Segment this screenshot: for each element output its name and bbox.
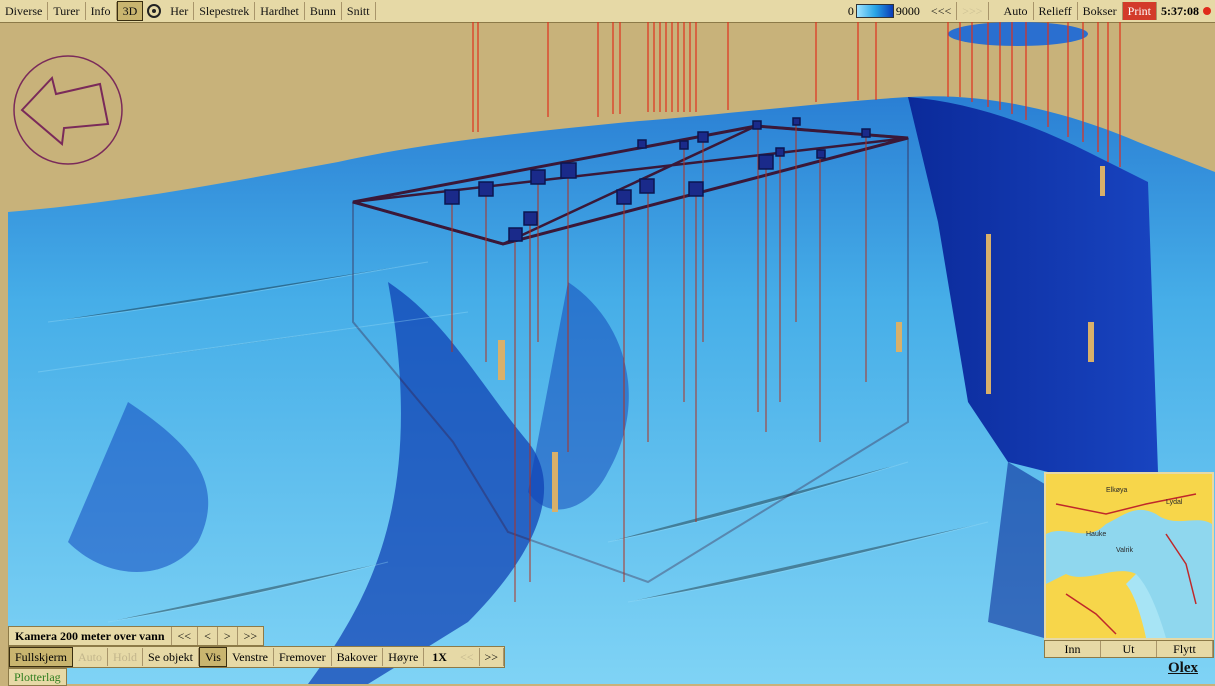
brand-logo: Olex xyxy=(1168,660,1198,676)
top-toolbar: Diverse Turer Info 3D Her Slepestrek Har… xyxy=(0,0,1215,23)
selection-box-bottom xyxy=(352,138,909,584)
menu-bunn[interactable]: Bunn xyxy=(305,2,342,20)
waypoint-marker xyxy=(444,189,460,205)
camera-label: Kamera 200 meter over vann xyxy=(15,628,165,643)
waypoint-marker xyxy=(752,120,762,130)
menu-info[interactable]: Info xyxy=(86,2,117,20)
waypoint-marker xyxy=(508,227,523,242)
waypoint-marker xyxy=(679,140,689,150)
waypoint-marker xyxy=(816,149,826,159)
fremover-button[interactable]: Fremover xyxy=(274,648,332,666)
bakover-button[interactable]: Bakover xyxy=(332,648,384,666)
venstre-button[interactable]: Venstre xyxy=(227,648,274,666)
waypoint-marker xyxy=(523,211,538,226)
overview-minimap[interactable]: Elkøya Lydal Hauke Valrik xyxy=(1044,472,1214,640)
waypoint-marker xyxy=(861,128,871,138)
menu-her[interactable]: Her xyxy=(165,2,195,20)
depth-pillar xyxy=(552,452,558,512)
seabed-shadow xyxy=(988,462,1058,642)
seabed-texture xyxy=(627,521,989,603)
depth-pillar xyxy=(896,322,902,352)
seabed-texture xyxy=(37,311,469,373)
waypoint-marker xyxy=(530,169,546,185)
history-back-button[interactable]: <<< xyxy=(926,2,958,20)
depth-pillar xyxy=(1100,166,1105,196)
depth-max: 9000 xyxy=(895,3,920,18)
se-objekt-button[interactable]: Se objekt xyxy=(143,648,200,666)
hoyre-button[interactable]: Høyre xyxy=(383,648,425,666)
waypoint-marker xyxy=(560,162,577,179)
auto-button-bottom[interactable]: Auto xyxy=(73,648,109,666)
seabed-shadow xyxy=(68,402,209,572)
camera-fast-back-button[interactable]: << xyxy=(170,627,198,645)
waypoint-marker xyxy=(758,154,774,170)
hold-button[interactable]: Hold xyxy=(108,648,144,666)
minimap-road xyxy=(1165,533,1197,605)
menu-3d[interactable]: 3D xyxy=(116,1,144,21)
minimap-road xyxy=(1055,493,1197,515)
waypoint-marker xyxy=(688,181,704,197)
print-button[interactable]: Print xyxy=(1122,2,1157,20)
menu-diverse[interactable]: Diverse xyxy=(0,2,49,20)
waypoint-marker xyxy=(697,131,709,143)
depth-pillar xyxy=(986,234,991,394)
toolbar-right: 0 9000 <<< >>> Auto Relieff Bokser Print… xyxy=(848,0,1215,22)
minimap-water xyxy=(1126,574,1166,638)
minimap-controls: Inn Ut Flytt xyxy=(1044,640,1214,658)
menu-slepestrek[interactable]: Slepestrek xyxy=(194,2,256,20)
waypoint-marker xyxy=(637,139,647,149)
minimap-place-label: Lydal xyxy=(1166,499,1183,506)
history-forward-button[interactable]: >>> xyxy=(957,2,989,20)
depth-pillar xyxy=(1088,322,1094,362)
selection-box-top xyxy=(352,124,909,246)
depth-scale[interactable] xyxy=(855,4,894,18)
zoom-in-button[interactable]: Inn xyxy=(1045,641,1101,657)
bottom-controls: Fullskjerm Auto Hold Se objekt Vis Venst… xyxy=(8,646,506,668)
waypoint-marker xyxy=(792,117,801,126)
camera-forward-button[interactable]: > xyxy=(216,627,237,645)
bathymetry-3d-view[interactable] xyxy=(8,22,1215,684)
minimap-place-label: Hauke xyxy=(1086,531,1106,538)
clock: 5:37:08 xyxy=(1161,3,1199,18)
seabed-texture xyxy=(47,261,429,323)
cliff-face xyxy=(908,97,1158,482)
waypoint-marker xyxy=(639,178,655,194)
zoom-out-button[interactable]: Ut xyxy=(1101,641,1157,657)
waypoint-marker xyxy=(478,181,494,197)
fullscreen-button[interactable]: Fullskjerm xyxy=(9,647,74,667)
seabed-texture xyxy=(107,561,389,623)
menu-snitt[interactable]: Snitt xyxy=(342,2,376,20)
camera-fast-forward-button[interactable]: >> xyxy=(236,627,264,645)
waypoint-marker xyxy=(775,147,785,157)
menu-hardhet[interactable]: Hardhet xyxy=(255,2,305,20)
minimap-place-label: Elkøya xyxy=(1106,487,1128,494)
waypoint-marker xyxy=(616,189,632,205)
camera-controls: Kamera 200 meter over vann << < > >> xyxy=(8,626,265,646)
status-indicator-icon xyxy=(1203,7,1211,15)
depth-pillar xyxy=(498,340,505,380)
menu-turer[interactable]: Turer xyxy=(48,2,86,20)
minimap-road xyxy=(1065,593,1117,635)
bokser-button[interactable]: Bokser xyxy=(1078,2,1123,20)
move-button[interactable]: Flytt xyxy=(1157,641,1213,657)
plotterlag-button[interactable]: Plotterlag xyxy=(8,668,67,686)
relieff-button[interactable]: Relieff xyxy=(1034,2,1078,20)
seabed-shadow xyxy=(308,282,545,684)
speed-faster-button[interactable]: >> xyxy=(480,648,505,666)
minimap-place-label: Valrik xyxy=(1116,547,1133,554)
vis-button[interactable]: Vis xyxy=(199,647,227,667)
speed-slower-button[interactable]: << xyxy=(455,648,480,666)
seabed-texture xyxy=(607,461,909,543)
speed-indicator: 1X xyxy=(432,649,447,664)
minimap-water xyxy=(1046,509,1212,638)
target-icon[interactable] xyxy=(147,4,162,18)
camera-back-button[interactable]: < xyxy=(197,627,217,645)
depth-min: 0 xyxy=(847,3,854,18)
direction-arrow-icon[interactable] xyxy=(12,54,124,166)
distant-island xyxy=(948,22,1088,46)
auto-button[interactable]: Auto xyxy=(999,2,1034,20)
